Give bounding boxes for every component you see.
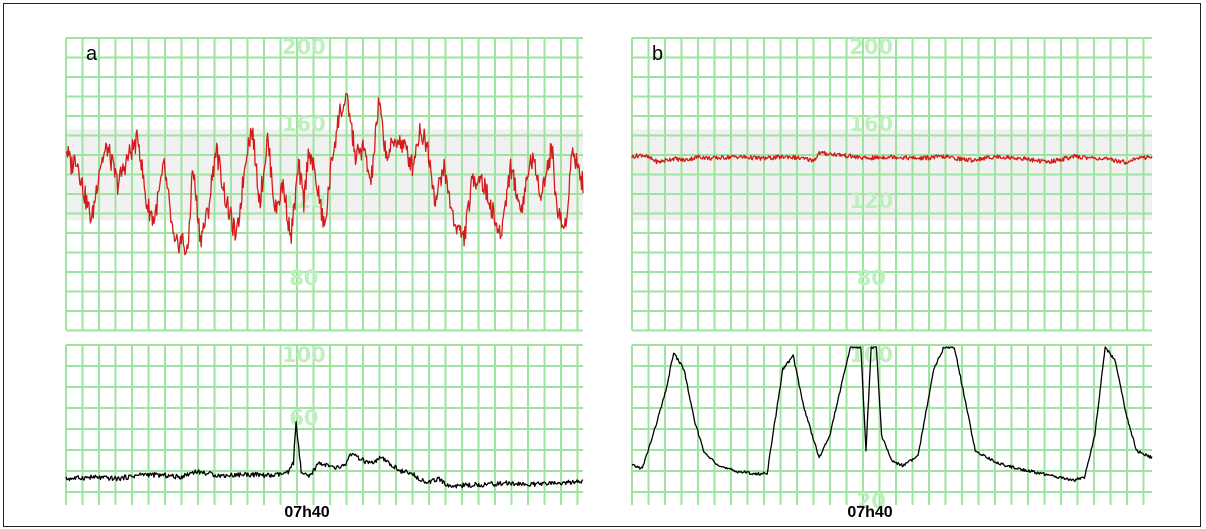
fhr-scale-label: 200 [849, 35, 893, 59]
toco-trace-line [631, 346, 1153, 483]
fhr-scale-label: 120 [849, 189, 893, 213]
panel-letter: a [86, 43, 98, 65]
toco-trace-line [65, 421, 584, 489]
toco-scale-label: 60 [289, 406, 318, 430]
time-label: 07h40 [284, 504, 329, 521]
panel-letter: b [652, 43, 663, 65]
fhr-scale-label: 80 [857, 266, 886, 290]
fhr-trace-line [65, 92, 584, 256]
fhr-scale-label: 200 [282, 35, 326, 59]
figure-frame [3, 3, 1201, 527]
toco-scale-label: 100 [282, 343, 326, 367]
fhr-scale-label: 160 [849, 112, 893, 136]
fhr-scale-label: 160 [282, 112, 326, 136]
fhr-scale-label: 80 [289, 266, 318, 290]
toco-scale-label: 20 [857, 489, 886, 513]
time-label: 07h40 [847, 504, 892, 521]
fhr-trace-line [631, 150, 1153, 165]
